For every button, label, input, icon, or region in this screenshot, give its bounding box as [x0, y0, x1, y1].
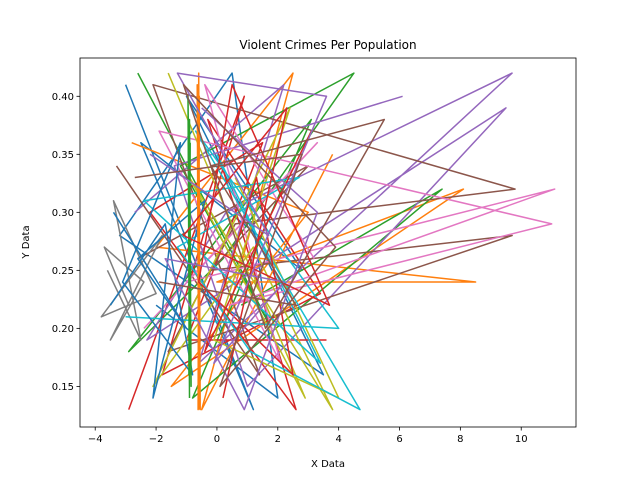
y-axis-label: Y Data: [21, 225, 32, 259]
x-tick-label: 8: [457, 434, 463, 445]
series-line-12: [187, 95, 192, 399]
series-line-14: [149, 72, 328, 411]
x-tick-label: 10: [515, 434, 528, 445]
x-tick-label: −4: [88, 434, 103, 445]
x-tick-label: −2: [149, 434, 164, 445]
y-tick-label: 0.35: [52, 150, 74, 161]
x-tick-label: 0: [214, 434, 220, 445]
chart-title: Violent Crimes Per Population: [239, 38, 416, 52]
series-line-10: [109, 141, 206, 399]
x-tick-label: 4: [335, 434, 341, 445]
series-layer: [100, 72, 556, 411]
series-line-13: [182, 83, 331, 399]
y-tick-label: 0.15: [52, 382, 74, 393]
y-tick-label: 0.30: [52, 208, 74, 219]
series-line-11: [196, 72, 201, 411]
plot-frame: [79, 57, 577, 428]
x-axis: −4 −2 0 2 4 6 8 10: [88, 427, 528, 445]
y-tick-label: 0.20: [52, 324, 74, 335]
y-axis: 0.15 0.20 0.25 0.30 0.35 0.40: [52, 92, 80, 393]
y-tick-label: 0.40: [52, 92, 74, 103]
x-axis-label: X Data: [311, 459, 345, 470]
y-tick-label: 0.25: [52, 266, 74, 277]
series-line-9: [125, 130, 361, 411]
series-line-15: [134, 83, 386, 388]
x-tick-label: 2: [275, 434, 281, 445]
x-tick-label: 6: [396, 434, 402, 445]
